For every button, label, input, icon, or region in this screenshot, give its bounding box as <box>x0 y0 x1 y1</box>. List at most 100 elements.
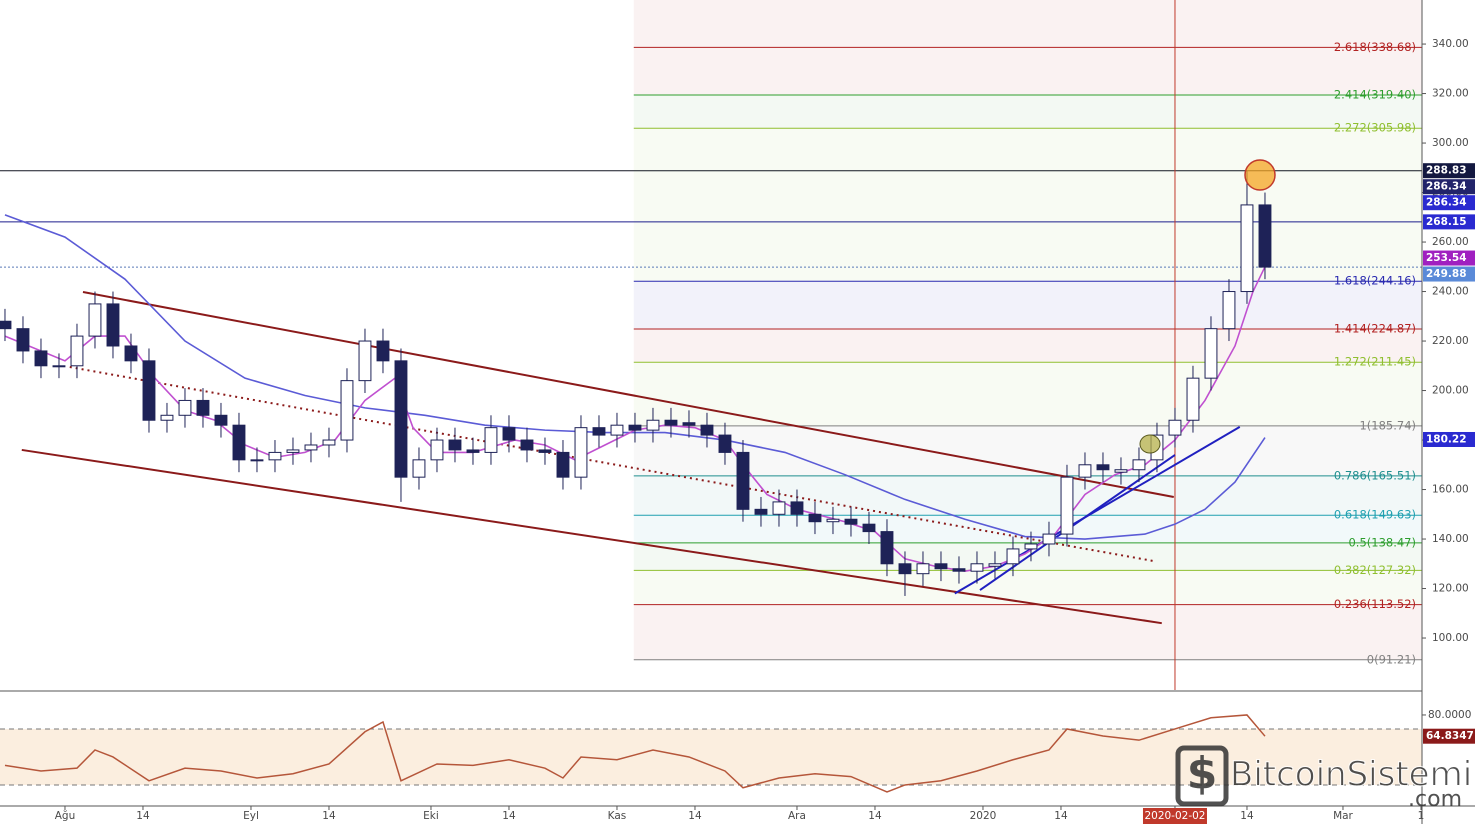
candle-body <box>1042 533 1056 545</box>
candle-body <box>430 439 444 461</box>
watermark-text: BitcoinSistemi <box>1230 755 1472 795</box>
logo-letter: $ <box>1187 748 1218 799</box>
fib-zone <box>633 570 1422 605</box>
x-tick-label: Ara <box>788 810 806 822</box>
watermark: $ BitcoinSistemi .com <box>1175 745 1473 812</box>
price-label-box <box>1423 195 1475 211</box>
x-tick-label: Ağu <box>55 810 76 822</box>
candle-body <box>520 439 534 451</box>
x-tick-label: 14 <box>868 810 882 822</box>
candle-body <box>538 449 552 453</box>
candle-body <box>736 451 750 510</box>
rsi-tick-label: 80.0000 <box>1428 709 1471 721</box>
watermark-suffix: .com <box>1408 787 1462 812</box>
candle-body <box>232 424 246 461</box>
fib-label: 2.272(305.98) <box>1334 121 1416 135</box>
labels: 2.618(338.68) 2.414(319.40) 2.272(305.98) 1… <box>55 38 1475 824</box>
candle-body <box>502 427 516 441</box>
fib-zone <box>633 128 1422 282</box>
x-tick-label: Mar <box>1333 810 1353 822</box>
moving-average <box>4 214 1266 540</box>
candle-body <box>934 563 948 570</box>
price-label-box <box>1423 163 1475 179</box>
candle-body <box>286 449 300 453</box>
candle-body <box>646 419 660 431</box>
price-label-box <box>1423 266 1475 282</box>
fib-zone <box>633 425 1422 476</box>
highlight-circle <box>1139 434 1161 454</box>
candle-body <box>322 439 336 446</box>
candle-body <box>304 444 318 451</box>
x-tick-label: 14 <box>322 810 336 822</box>
y-tick-label: 340.00 <box>1432 38 1469 50</box>
y-tick-label: 160.00 <box>1432 484 1469 496</box>
fib-label: 0.5(138.47) <box>1348 535 1416 549</box>
candle-body <box>0 320 12 330</box>
trend-line <box>82 291 1174 498</box>
fib-zone <box>633 95 1422 129</box>
candle-body <box>1024 543 1038 550</box>
candle-body <box>988 563 1002 567</box>
candle-body <box>1222 291 1236 330</box>
fib-label: 0.382(127.32) <box>1334 563 1416 577</box>
candle-body <box>754 508 768 515</box>
price-label: 288.83 <box>1426 165 1467 177</box>
candle-body <box>34 350 48 367</box>
candle-body <box>952 568 966 572</box>
candle-body <box>196 399 210 416</box>
fib-zone <box>633 475 1422 516</box>
candle-body <box>592 427 606 436</box>
fib-label: 1.414(224.87) <box>1334 321 1416 335</box>
candle-body <box>970 563 984 572</box>
y-tick-label: 200.00 <box>1432 385 1469 397</box>
fib-label: 0.618(149.63) <box>1334 508 1416 522</box>
candle-body <box>358 340 372 382</box>
y-tick-label: 320.00 <box>1432 88 1469 100</box>
candle-body <box>1132 459 1146 471</box>
x-tick-label: 14 <box>688 810 702 822</box>
candle-body <box>448 439 462 451</box>
y-tick-label: 100.00 <box>1432 632 1469 644</box>
x-tick-label: 2020-02-02 <box>1144 810 1205 822</box>
price-label-box <box>1423 214 1475 230</box>
fib-label: 0.236(113.52) <box>1334 597 1416 611</box>
candle-body <box>664 419 678 426</box>
candle-body <box>862 523 876 533</box>
price-label-box <box>1423 431 1475 447</box>
candle-body <box>466 449 480 453</box>
candle-body <box>1060 476 1074 535</box>
price-label: 286.34 <box>1426 181 1467 193</box>
candle-body <box>880 531 894 565</box>
rsi-line <box>4 714 1266 793</box>
rsi-label: 64.8347 <box>1426 730 1474 742</box>
rsi-label-box <box>1423 728 1475 744</box>
candle-body <box>916 563 930 575</box>
fib-label: 1.272(211.45) <box>1334 355 1416 369</box>
candle-body <box>574 427 588 478</box>
candle-body <box>340 380 354 441</box>
candle-body <box>718 434 732 453</box>
candle-body <box>898 563 912 575</box>
candle-body <box>700 424 714 436</box>
candle-body <box>772 501 786 515</box>
candle-body <box>268 451 282 461</box>
candle-body <box>808 513 822 523</box>
y-tick-label: 140.00 <box>1432 533 1469 545</box>
candle-body <box>790 501 804 515</box>
candle-body <box>88 303 102 337</box>
candle-body <box>1204 328 1218 379</box>
x-tick-label: 1 <box>1418 810 1425 822</box>
candle-body <box>628 424 642 431</box>
fib-zone <box>633 328 1422 363</box>
candle-body <box>70 335 84 367</box>
fib-label: 2.618(338.68) <box>1334 40 1416 54</box>
y-tick-label: 260.00 <box>1432 236 1469 248</box>
fib-zone <box>633 281 1422 329</box>
x-tick-label: Eki <box>423 810 439 822</box>
candle-body <box>682 422 696 426</box>
candle-body <box>1114 469 1128 473</box>
x-tick-label: 2020 <box>970 810 997 822</box>
fib-zone <box>633 604 1422 660</box>
candle-body <box>16 328 30 352</box>
